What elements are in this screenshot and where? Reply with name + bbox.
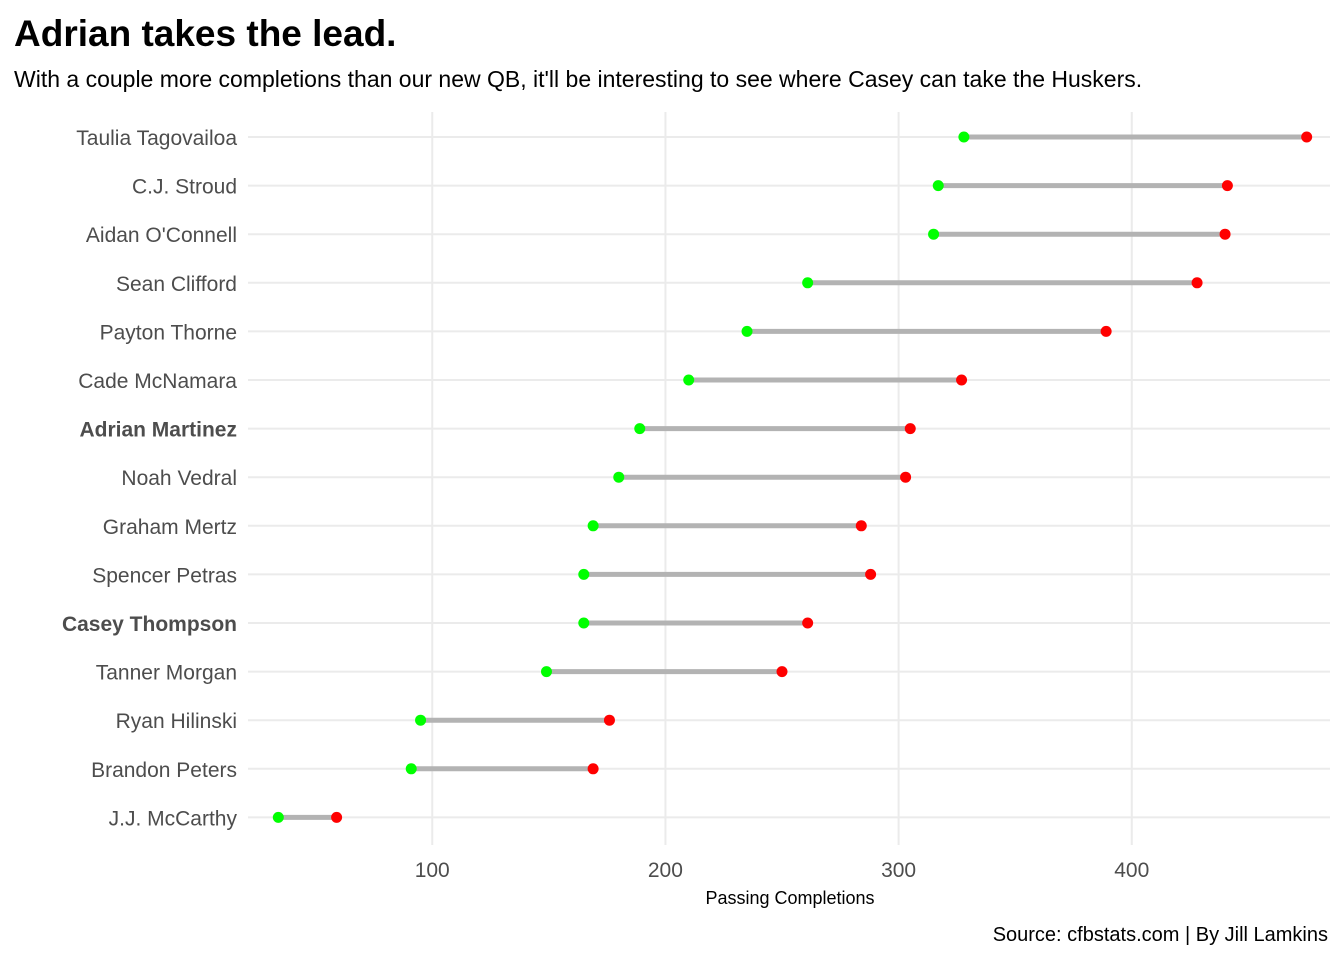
player-label: Graham Mertz [103,516,237,539]
player-label: Casey Thompson [62,613,237,636]
end-point [776,666,788,678]
x-tick-label: 400 [1114,859,1149,882]
start-point [415,714,427,726]
player-label: Sean Clifford [116,273,237,296]
start-point [613,471,625,483]
end-point [603,714,615,726]
player-label: C.J. Stroud [132,176,237,199]
player-label: Brandon Peters [91,759,237,782]
end-point [1100,325,1112,337]
start-point [932,180,944,192]
chart-subtitle: With a couple more completions than our … [14,66,1142,92]
player-label: Cade McNamara [78,370,237,393]
player-label: Adrian Martinez [79,419,237,442]
end-point [865,568,877,580]
plot-area: 100 200 300 400 Taulia Tagovailoa C.J. Stroud… [62,112,1330,882]
start-point [928,228,940,240]
end-point [1301,131,1313,143]
player-label: Payton Thorne [100,321,237,344]
end-point [1219,228,1231,240]
start-point [683,374,695,386]
player-label: Taulia Tagovailoa [76,127,237,150]
end-point [1191,277,1203,289]
chart-caption: Source: cfbstats.com | By Jill Lamkins [993,924,1328,946]
start-point [587,520,599,532]
end-point [904,423,916,435]
end-point [900,471,912,483]
start-point [272,811,284,823]
end-point [331,811,343,823]
start-point [405,763,417,775]
x-tick-label: 300 [881,859,916,882]
player-label: Tanner Morgan [96,662,237,685]
end-point [1221,180,1233,192]
start-point [741,325,753,337]
player-label: Ryan Hilinski [116,710,237,733]
end-point [855,520,867,532]
start-point [578,568,590,580]
x-tick-label: 100 [415,859,450,882]
chart-title: Adrian takes the lead. [14,13,396,54]
player-label: Spencer Petras [92,564,237,587]
start-point [540,666,552,678]
x-axis-label: Passing Completions [705,888,874,908]
start-point [958,131,970,143]
end-point [956,374,968,386]
player-label: Aidan O'Connell [86,224,237,247]
end-point [587,763,599,775]
x-tick-label: 200 [648,859,683,882]
start-point [634,423,646,435]
player-label: J.J. McCarthy [109,807,238,830]
start-point [578,617,590,629]
start-point [802,277,814,289]
player-label: Noah Vedral [121,467,237,490]
end-point [802,617,814,629]
